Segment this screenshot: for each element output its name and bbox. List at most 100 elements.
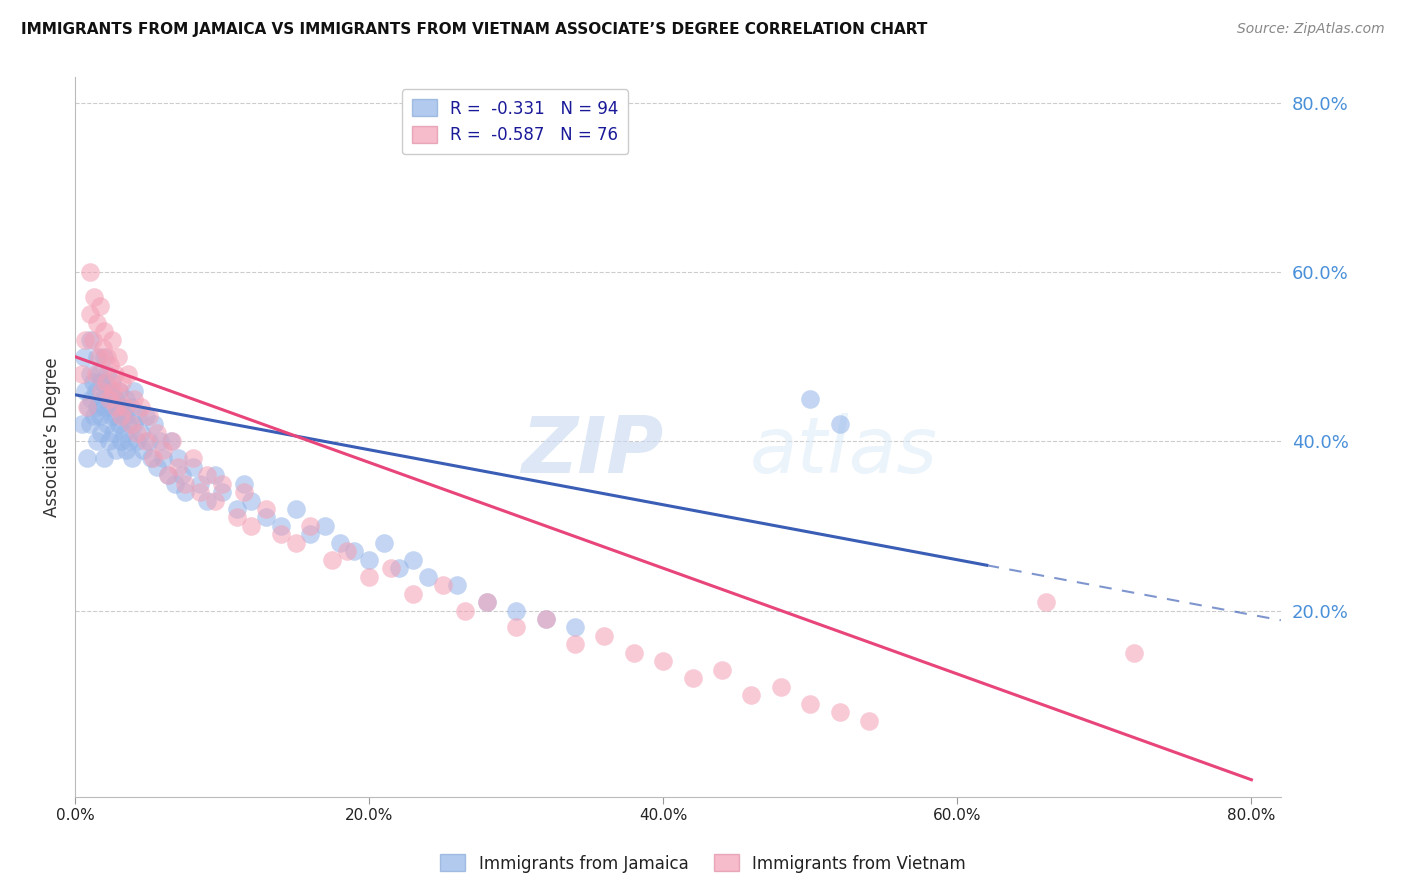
Point	[505, 603, 527, 617]
Point	[100, 409, 122, 423]
Point	[89, 409, 111, 423]
Point	[87, 367, 110, 381]
Point	[117, 417, 139, 432]
Point	[86, 401, 108, 415]
Point	[131, 442, 153, 457]
Point	[142, 451, 165, 466]
Point	[623, 646, 645, 660]
Point	[159, 434, 181, 449]
Point	[149, 434, 172, 449]
Point	[79, 307, 101, 321]
Point	[828, 417, 851, 432]
Point	[402, 553, 425, 567]
Point	[89, 299, 111, 313]
Point	[108, 417, 131, 432]
Point	[454, 603, 477, 617]
Point	[96, 367, 118, 381]
Point	[167, 459, 190, 474]
Point	[475, 595, 498, 609]
Point	[83, 409, 105, 423]
Point	[82, 333, 104, 347]
Point	[105, 401, 128, 415]
Point	[86, 316, 108, 330]
Point	[87, 350, 110, 364]
Point	[72, 417, 94, 432]
Point	[163, 476, 186, 491]
Point	[98, 384, 121, 398]
Point	[135, 434, 157, 449]
Text: IMMIGRANTS FROM JAMAICA VS IMMIGRANTS FROM VIETNAM ASSOCIATE’S DEGREE CORRELATIO: IMMIGRANTS FROM JAMAICA VS IMMIGRANTS FR…	[21, 22, 928, 37]
Point	[114, 401, 136, 415]
Point	[77, 401, 100, 415]
Point	[828, 705, 851, 719]
Point	[76, 401, 98, 415]
Point	[359, 569, 381, 583]
Point	[117, 367, 139, 381]
Point	[112, 425, 135, 440]
Point	[79, 417, 101, 432]
Point	[240, 519, 263, 533]
Point	[416, 569, 439, 583]
Point	[233, 485, 256, 500]
Point	[96, 417, 118, 432]
Point	[321, 553, 343, 567]
Point	[336, 544, 359, 558]
Point	[97, 392, 120, 406]
Point	[211, 476, 233, 491]
Point	[146, 425, 169, 440]
Point	[76, 451, 98, 466]
Point	[105, 442, 128, 457]
Point	[181, 459, 204, 474]
Point	[343, 544, 366, 558]
Text: Source: ZipAtlas.com: Source: ZipAtlas.com	[1237, 22, 1385, 37]
Point	[143, 417, 166, 432]
Point	[167, 451, 190, 466]
Point	[138, 409, 160, 423]
Point	[91, 392, 114, 406]
Point	[373, 536, 395, 550]
Point	[75, 384, 97, 398]
Legend: R =  -0.331   N = 94, R =  -0.587   N = 76: R = -0.331 N = 94, R = -0.587 N = 76	[402, 89, 628, 154]
Point	[740, 688, 762, 702]
Point	[104, 367, 127, 381]
Point	[387, 561, 409, 575]
Point	[125, 425, 148, 440]
Point	[93, 451, 115, 466]
Point	[359, 553, 381, 567]
Point	[111, 401, 134, 415]
Point	[299, 527, 322, 541]
Point	[105, 409, 128, 423]
Point	[110, 434, 132, 449]
Point	[83, 290, 105, 304]
Point	[94, 384, 117, 398]
Point	[115, 392, 138, 406]
Point	[284, 502, 307, 516]
Point	[172, 468, 194, 483]
Point	[799, 697, 821, 711]
Point	[225, 510, 247, 524]
Point	[129, 401, 152, 415]
Point	[1035, 595, 1057, 609]
Point	[564, 620, 586, 634]
Point	[270, 527, 292, 541]
Point	[146, 459, 169, 474]
Point	[233, 476, 256, 491]
Point	[446, 578, 468, 592]
Point	[174, 485, 197, 500]
Point	[86, 350, 108, 364]
Point	[858, 714, 880, 728]
Point	[96, 350, 118, 364]
Point	[84, 384, 107, 398]
Point	[195, 493, 218, 508]
Point	[111, 375, 134, 389]
Point	[79, 265, 101, 279]
Point	[100, 333, 122, 347]
Point	[90, 425, 112, 440]
Point	[135, 409, 157, 423]
Point	[204, 468, 226, 483]
Text: ZIP: ZIP	[522, 413, 664, 490]
Point	[107, 401, 129, 415]
Point	[79, 367, 101, 381]
Point	[97, 434, 120, 449]
Point	[104, 392, 127, 406]
